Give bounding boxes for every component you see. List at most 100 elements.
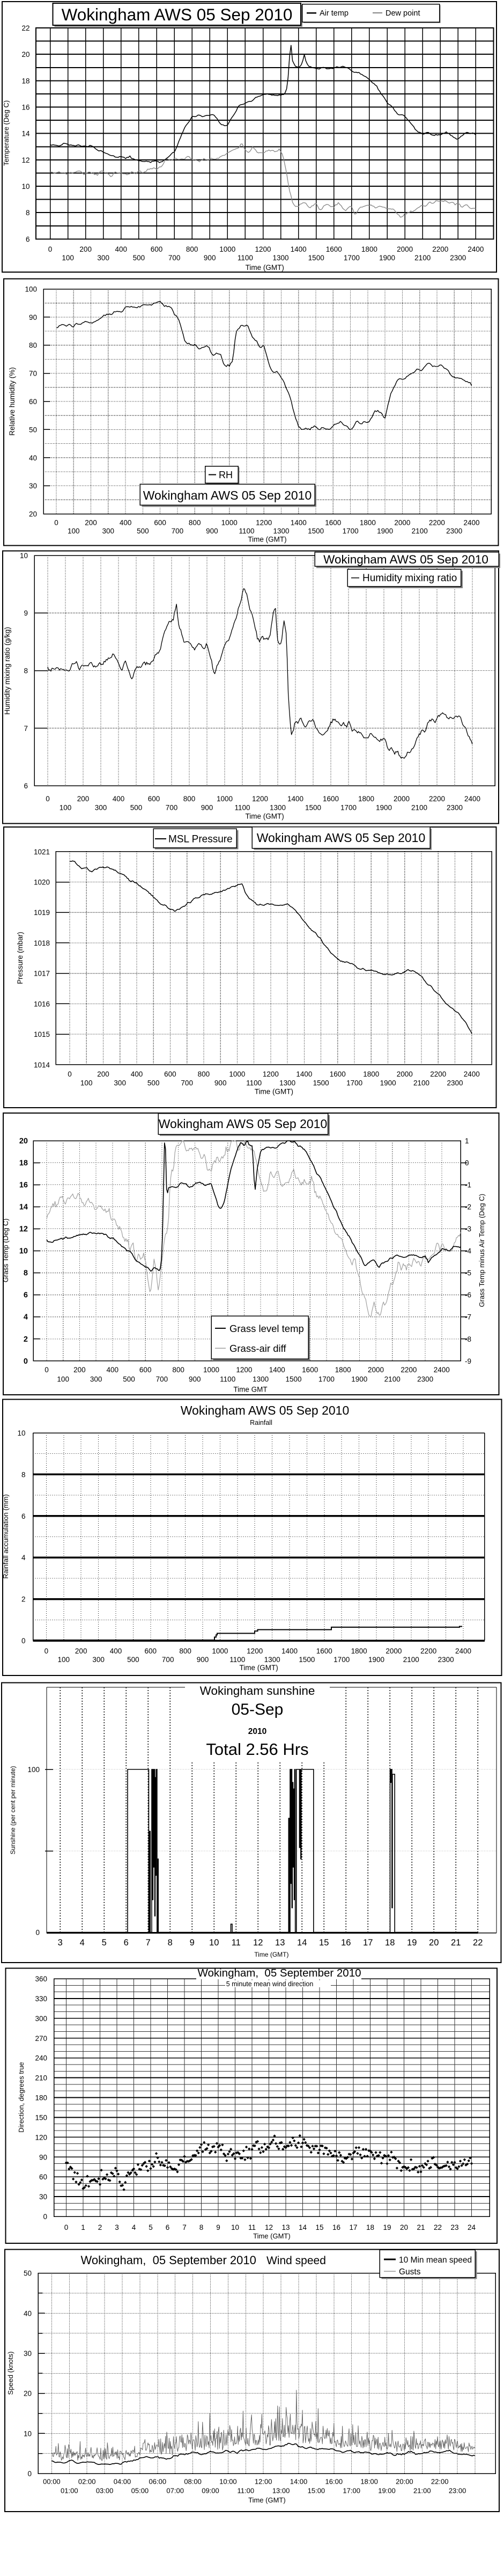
- svg-text:Sunshine (per cent per minute): Sunshine (per cent per minute): [9, 1766, 17, 1855]
- svg-text:23:00: 23:00: [449, 2487, 466, 2495]
- svg-text:Wokingham AWS 05 Sep 2010: Wokingham AWS 05 Sep 2010: [257, 831, 426, 845]
- svg-text:0: 0: [465, 1159, 469, 1167]
- svg-text:0: 0: [68, 1070, 72, 1078]
- svg-text:Wokingham, 05 September 2010: Wokingham, 05 September 2010: [197, 1967, 361, 1979]
- svg-text:2000: 2000: [394, 519, 410, 527]
- svg-text:11: 11: [248, 2223, 256, 2231]
- svg-text:270: 270: [35, 2035, 47, 2043]
- svg-text:0: 0: [35, 1929, 40, 1937]
- svg-text:0: 0: [54, 519, 58, 527]
- svg-text:4: 4: [24, 1313, 28, 1322]
- svg-text:1000: 1000: [219, 245, 235, 253]
- svg-text:2200: 2200: [430, 1070, 446, 1078]
- svg-text:10: 10: [17, 1429, 25, 1437]
- svg-text:12: 12: [19, 1225, 28, 1234]
- svg-text:200: 200: [77, 795, 90, 803]
- svg-text:1900: 1900: [368, 1656, 384, 1664]
- svg-text:90: 90: [39, 2153, 47, 2161]
- svg-text:210: 210: [35, 2074, 47, 2082]
- svg-text:1400: 1400: [291, 519, 307, 527]
- svg-text:2100: 2100: [413, 1079, 429, 1087]
- svg-text:1600: 1600: [323, 795, 339, 803]
- svg-text:-3: -3: [465, 1225, 471, 1233]
- svg-text:Wokingham AWS 05 Sep 2010: Wokingham AWS 05 Sep 2010: [323, 553, 488, 566]
- svg-text:Pressure (mbar): Pressure (mbar): [16, 932, 24, 984]
- svg-text:1800: 1800: [361, 245, 377, 253]
- svg-text:6: 6: [166, 2223, 170, 2231]
- svg-text:2000: 2000: [386, 1647, 402, 1655]
- svg-text:800: 800: [189, 519, 201, 527]
- svg-text:300: 300: [35, 2015, 47, 2023]
- svg-text:6: 6: [26, 235, 30, 243]
- svg-text:02:00: 02:00: [78, 2478, 96, 2486]
- svg-text:15:00: 15:00: [308, 2487, 325, 2495]
- svg-text:1200: 1200: [252, 795, 268, 803]
- svg-text:600: 600: [164, 1070, 176, 1078]
- svg-text:0: 0: [46, 795, 50, 803]
- svg-text:Wokingham AWS 05 Sep 2010: Wokingham AWS 05 Sep 2010: [159, 1117, 328, 1131]
- svg-text:6: 6: [124, 1938, 129, 1948]
- svg-text:300: 300: [114, 1079, 126, 1087]
- svg-text:11:00: 11:00: [238, 2487, 255, 2495]
- svg-text:Wind speed: Wind speed: [266, 2255, 326, 2267]
- svg-text:18: 18: [19, 1159, 28, 1168]
- svg-text:2300: 2300: [438, 1656, 454, 1664]
- svg-text:3: 3: [58, 1938, 63, 1948]
- svg-text:Time (GMT): Time (GMT): [254, 1951, 288, 1958]
- svg-text:1400: 1400: [291, 245, 307, 253]
- svg-text:4: 4: [21, 1554, 26, 1562]
- svg-text:Air temp: Air temp: [320, 9, 349, 18]
- svg-text:2200: 2200: [432, 245, 448, 253]
- svg-text:200: 200: [85, 519, 97, 527]
- svg-text:-1: -1: [465, 1181, 471, 1189]
- svg-text:2000: 2000: [394, 795, 410, 803]
- svg-text:-2: -2: [465, 1203, 471, 1211]
- svg-text:600: 600: [139, 1366, 152, 1374]
- svg-text:360: 360: [35, 1975, 47, 1983]
- svg-text:2000: 2000: [397, 245, 413, 253]
- svg-text:100: 100: [62, 254, 74, 262]
- svg-text:16:00: 16:00: [325, 2478, 343, 2486]
- svg-text:1600: 1600: [326, 245, 342, 253]
- svg-text:600: 600: [154, 519, 166, 527]
- svg-text:1800: 1800: [363, 1070, 379, 1078]
- svg-text:1000: 1000: [221, 519, 238, 527]
- svg-text:05-Sep: 05-Sep: [232, 1701, 284, 1718]
- svg-text:400: 400: [131, 1070, 143, 1078]
- svg-text:17:00: 17:00: [343, 2487, 360, 2495]
- svg-text:07:00: 07:00: [166, 2487, 184, 2495]
- svg-text:300: 300: [95, 804, 107, 812]
- svg-text:600: 600: [151, 245, 163, 253]
- svg-text:1000: 1000: [217, 795, 233, 803]
- svg-text:1300: 1300: [270, 804, 286, 812]
- svg-text:Wokingham AWS 05 Sep 2010: Wokingham AWS 05 Sep 2010: [62, 5, 293, 24]
- svg-text:1600: 1600: [325, 519, 341, 527]
- svg-text:330: 330: [35, 1995, 47, 2003]
- svg-text:19: 19: [407, 1938, 417, 1948]
- svg-text:30: 30: [29, 482, 37, 490]
- svg-text:1400: 1400: [281, 1647, 298, 1655]
- svg-text:50: 50: [24, 2270, 32, 2278]
- svg-text:Wokingham sunshine: Wokingham sunshine: [200, 1684, 315, 1697]
- svg-text:21:00: 21:00: [413, 2487, 431, 2495]
- svg-text:2: 2: [98, 2223, 102, 2231]
- svg-text:9: 9: [24, 609, 28, 617]
- svg-text:8: 8: [26, 209, 30, 217]
- svg-text:22:00: 22:00: [431, 2478, 449, 2486]
- svg-text:2400: 2400: [464, 1070, 480, 1078]
- svg-text:1000: 1000: [212, 1647, 228, 1655]
- svg-text:1100: 1100: [220, 1375, 235, 1384]
- svg-text:100: 100: [60, 804, 72, 812]
- svg-text:700: 700: [172, 527, 184, 535]
- svg-text:10: 10: [21, 182, 29, 191]
- svg-text:1400: 1400: [269, 1366, 285, 1374]
- svg-text:Time GMT: Time GMT: [233, 1386, 267, 1394]
- svg-text:1300: 1300: [253, 1375, 269, 1384]
- svg-text:300: 300: [102, 527, 115, 535]
- svg-text:700: 700: [166, 804, 178, 812]
- svg-text:2300: 2300: [417, 1375, 433, 1384]
- svg-text:2400: 2400: [464, 795, 480, 803]
- svg-text:16: 16: [332, 2223, 340, 2231]
- svg-text:15: 15: [319, 1938, 329, 1948]
- svg-text:Grass Temp (Deg C): Grass Temp (Deg C): [2, 1219, 10, 1283]
